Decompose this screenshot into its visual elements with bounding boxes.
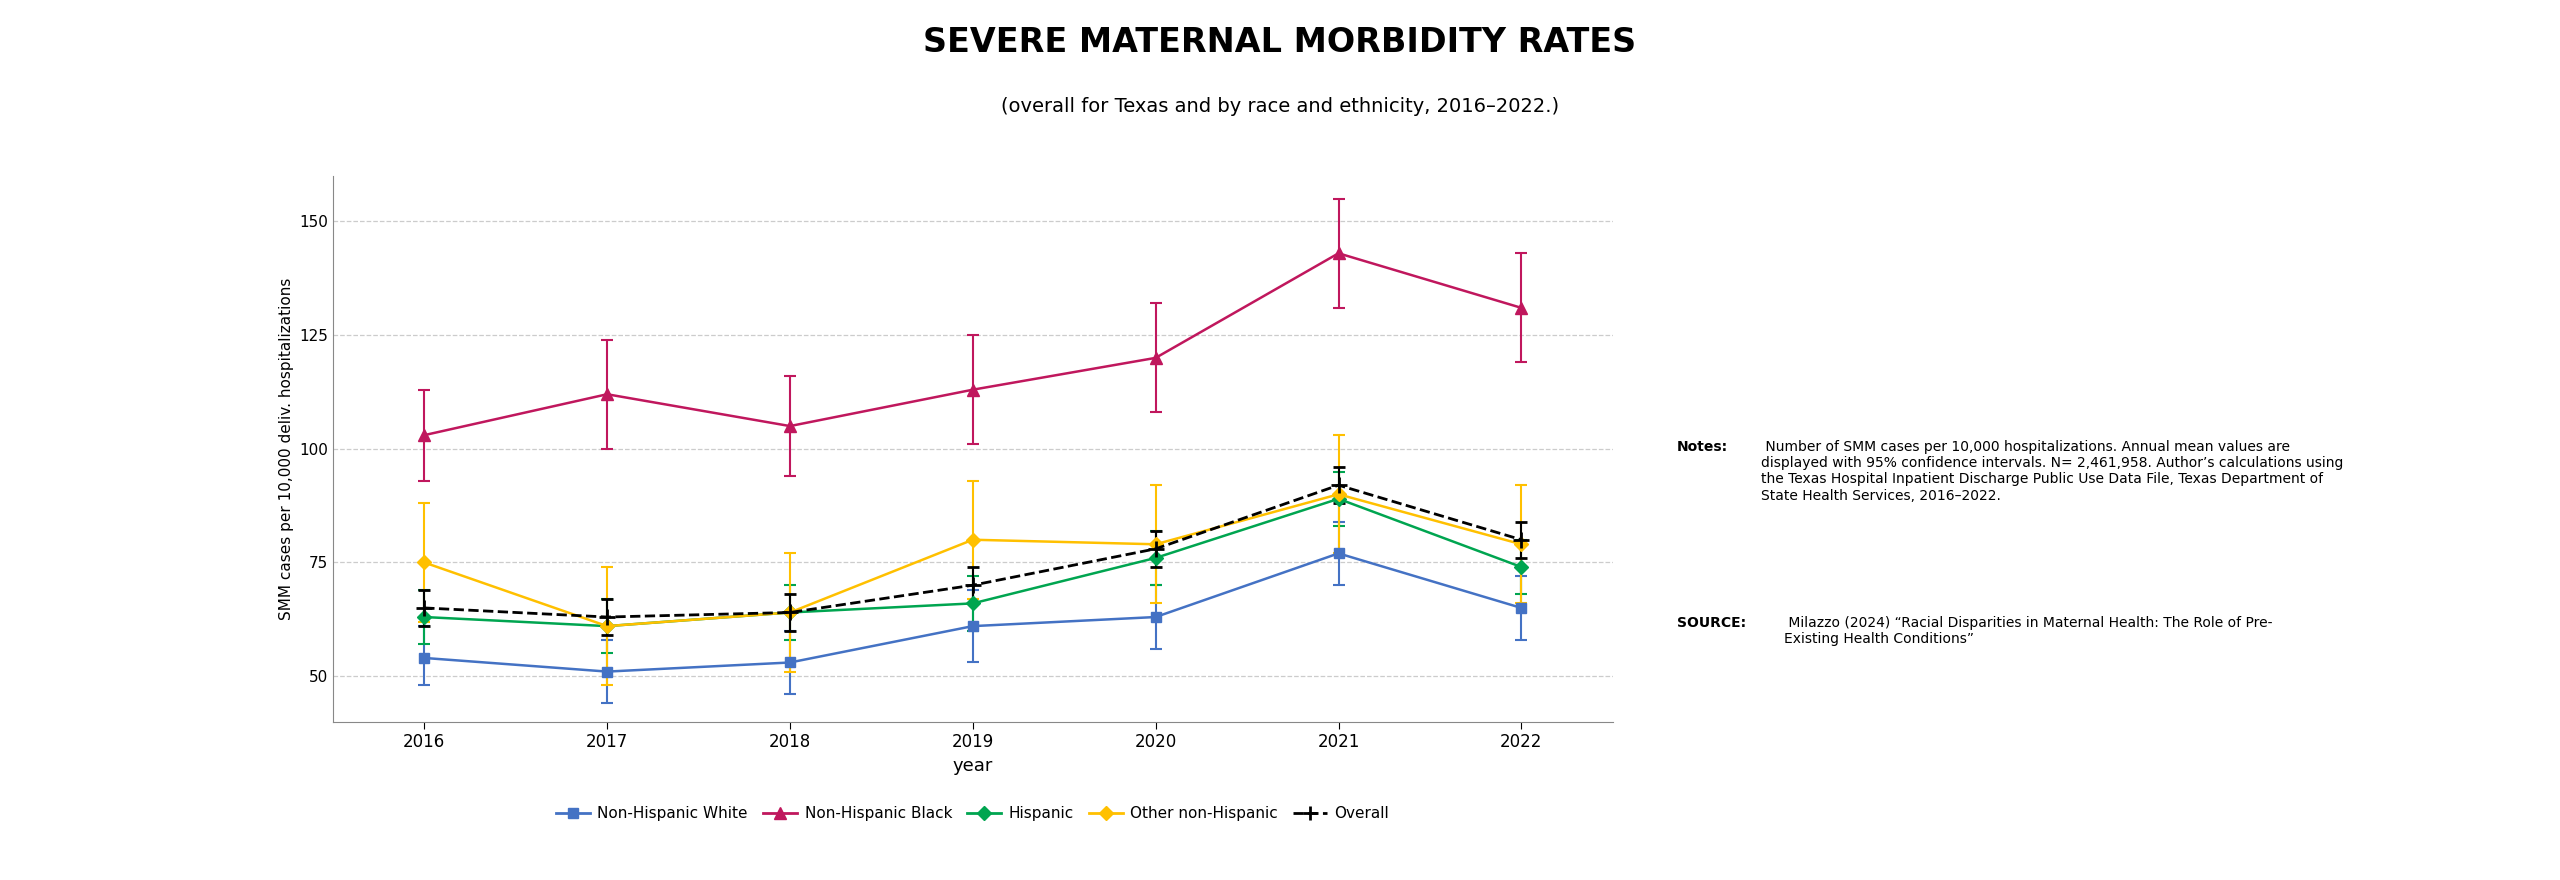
Y-axis label: SMM cases per 10,000 deliv. hospitalizations: SMM cases per 10,000 deliv. hospitalizat… bbox=[279, 277, 294, 620]
Text: (overall for Texas and by race and ethnicity, 2016–2022.): (overall for Texas and by race and ethni… bbox=[1001, 97, 1559, 116]
X-axis label: year: year bbox=[952, 757, 993, 775]
Text: Number of SMM cases per 10,000 hospitalizations. Annual mean values are
displaye: Number of SMM cases per 10,000 hospitali… bbox=[1761, 440, 2342, 502]
Text: SOURCE:: SOURCE: bbox=[1677, 616, 1746, 630]
Text: Notes:: Notes: bbox=[1677, 440, 1728, 454]
Legend: Non-Hispanic White, Non-Hispanic Black, Hispanic, Other non-Hispanic, Overall: Non-Hispanic White, Non-Hispanic Black, … bbox=[550, 800, 1395, 827]
Text: Milazzo (2024) “Racial Disparities in Maternal Health: The Role of Pre-
Existing: Milazzo (2024) “Racial Disparities in Ma… bbox=[1784, 616, 2273, 646]
Text: SEVERE MATERNAL MORBIDITY RATES: SEVERE MATERNAL MORBIDITY RATES bbox=[924, 26, 1636, 59]
